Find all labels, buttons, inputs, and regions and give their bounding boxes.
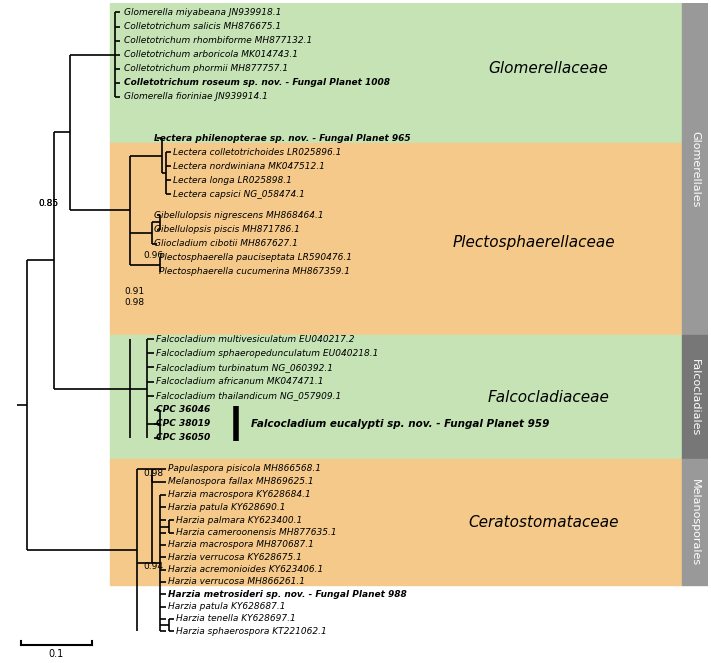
Text: Papulaspora pisicola MH866568.1: Papulaspora pisicola MH866568.1 bbox=[169, 464, 321, 473]
Text: Harzia palmara KY623400.1: Harzia palmara KY623400.1 bbox=[176, 516, 303, 525]
Text: CPC 36050: CPC 36050 bbox=[156, 434, 210, 442]
Bar bbox=[110, 143, 683, 335]
Text: Ceratostomataceae: Ceratostomataceae bbox=[469, 514, 619, 530]
Text: Colletotrichum roseum sp. nov. - Fungal Planet 1008: Colletotrichum roseum sp. nov. - Fungal … bbox=[124, 78, 390, 88]
Text: Glomerella miyabeana JN939918.1: Glomerella miyabeana JN939918.1 bbox=[124, 8, 281, 17]
Text: Harzia verrucosa MH866261.1: Harzia verrucosa MH866261.1 bbox=[169, 577, 306, 586]
Text: Plectosphaerellaceae: Plectosphaerellaceae bbox=[452, 235, 615, 250]
Text: CPC 38019: CPC 38019 bbox=[156, 419, 210, 428]
Text: Falcocladium multivesiculatum EU040217.2: Falcocladium multivesiculatum EU040217.2 bbox=[156, 335, 354, 344]
Bar bbox=[110, 335, 683, 459]
Text: Gibellulopsis nigrescens MH868464.1: Gibellulopsis nigrescens MH868464.1 bbox=[154, 211, 324, 220]
Bar bbox=[683, 3, 708, 335]
Text: Harzia patula KY628687.1: Harzia patula KY628687.1 bbox=[169, 602, 286, 611]
Text: 0.1: 0.1 bbox=[49, 648, 64, 658]
Text: Glomerellales: Glomerellales bbox=[690, 131, 700, 207]
Text: 0.85: 0.85 bbox=[38, 199, 58, 208]
Text: Harzia tenella KY628697.1: Harzia tenella KY628697.1 bbox=[176, 615, 296, 623]
Text: Plectosphaerella cucumerina MH867359.1: Plectosphaerella cucumerina MH867359.1 bbox=[159, 267, 350, 276]
Text: Harzia macrospora MH870687.1: Harzia macrospora MH870687.1 bbox=[169, 540, 314, 550]
Text: Gibellulopsis piscis MH871786.1: Gibellulopsis piscis MH871786.1 bbox=[154, 225, 299, 234]
Text: Harzia verrucosa KY628675.1: Harzia verrucosa KY628675.1 bbox=[169, 553, 302, 562]
Text: Falcocladium africanum MK047471.1: Falcocladium africanum MK047471.1 bbox=[156, 377, 323, 386]
Text: Glomerella fioriniae JN939914.1: Glomerella fioriniae JN939914.1 bbox=[124, 92, 268, 101]
Text: 0.98: 0.98 bbox=[124, 298, 144, 307]
Text: Harzia macrospora KY628684.1: Harzia macrospora KY628684.1 bbox=[169, 491, 311, 499]
Text: Glomerellaceae: Glomerellaceae bbox=[488, 61, 609, 76]
Text: Lectera philenopterae sp. nov. - Fungal Planet 965: Lectera philenopterae sp. nov. - Fungal … bbox=[154, 134, 410, 143]
Text: Melanosporales: Melanosporales bbox=[690, 479, 700, 566]
Text: Lectera capsici NG_058474.1: Lectera capsici NG_058474.1 bbox=[173, 190, 305, 199]
Text: Falcocladium thailandicum NG_057909.1: Falcocladium thailandicum NG_057909.1 bbox=[156, 391, 341, 400]
Text: Lectera longa LR025898.1: Lectera longa LR025898.1 bbox=[173, 176, 292, 185]
Text: Lectera colletotrichoides LR025896.1: Lectera colletotrichoides LR025896.1 bbox=[173, 148, 342, 156]
Text: 0.94: 0.94 bbox=[144, 562, 164, 571]
Text: 0.85: 0.85 bbox=[38, 199, 58, 208]
Text: Lectera nordwiniana MK047512.1: Lectera nordwiniana MK047512.1 bbox=[173, 162, 326, 171]
Text: Falcocladium sphaeropedunculatum EU040218.1: Falcocladium sphaeropedunculatum EU04021… bbox=[156, 349, 378, 358]
Bar bbox=[110, 3, 683, 143]
Text: Falcocladiales: Falcocladiales bbox=[690, 359, 700, 436]
Text: Harzia cameroonensis MH877635.1: Harzia cameroonensis MH877635.1 bbox=[176, 528, 337, 537]
Text: Falcocladium eucalypti sp. nov. - Fungal Planet 959: Falcocladium eucalypti sp. nov. - Fungal… bbox=[251, 419, 549, 429]
Text: Gliocladium cibotii MH867627.1: Gliocladium cibotii MH867627.1 bbox=[154, 239, 297, 248]
Text: Colletotrichum rhombiforme MH877132.1: Colletotrichum rhombiforme MH877132.1 bbox=[124, 36, 312, 45]
Text: Harzia metrosideri sp. nov. - Fungal Planet 988: Harzia metrosideri sp. nov. - Fungal Pla… bbox=[169, 589, 407, 599]
Text: 0.98: 0.98 bbox=[144, 469, 164, 478]
Text: Falcocladiaceae: Falcocladiaceae bbox=[488, 390, 609, 405]
Text: Harzia sphaerospora KT221062.1: Harzia sphaerospora KT221062.1 bbox=[176, 627, 327, 636]
Text: Plectosphaerella pauciseptata LR590476.1: Plectosphaerella pauciseptata LR590476.1 bbox=[159, 253, 351, 262]
Text: Colletotrichum salicis MH876675.1: Colletotrichum salicis MH876675.1 bbox=[124, 22, 281, 31]
Text: Colletotrichum arboricola MK014743.1: Colletotrichum arboricola MK014743.1 bbox=[124, 50, 298, 59]
Text: CPC 36046: CPC 36046 bbox=[156, 405, 210, 414]
Text: Harzia patula KY628690.1: Harzia patula KY628690.1 bbox=[169, 503, 286, 512]
Text: 0.96: 0.96 bbox=[144, 251, 164, 261]
Bar bbox=[683, 459, 708, 585]
Bar bbox=[683, 335, 708, 459]
Text: Melanospora fallax MH869625.1: Melanospora fallax MH869625.1 bbox=[169, 477, 314, 486]
Text: Colletotrichum phormii MH877757.1: Colletotrichum phormii MH877757.1 bbox=[124, 64, 288, 73]
Text: 0.91: 0.91 bbox=[124, 287, 144, 296]
Bar bbox=[110, 459, 683, 585]
Text: Harzia acremonioides KY623406.1: Harzia acremonioides KY623406.1 bbox=[169, 565, 324, 574]
Text: Falcocladium turbinatum NG_060392.1: Falcocladium turbinatum NG_060392.1 bbox=[156, 363, 333, 372]
